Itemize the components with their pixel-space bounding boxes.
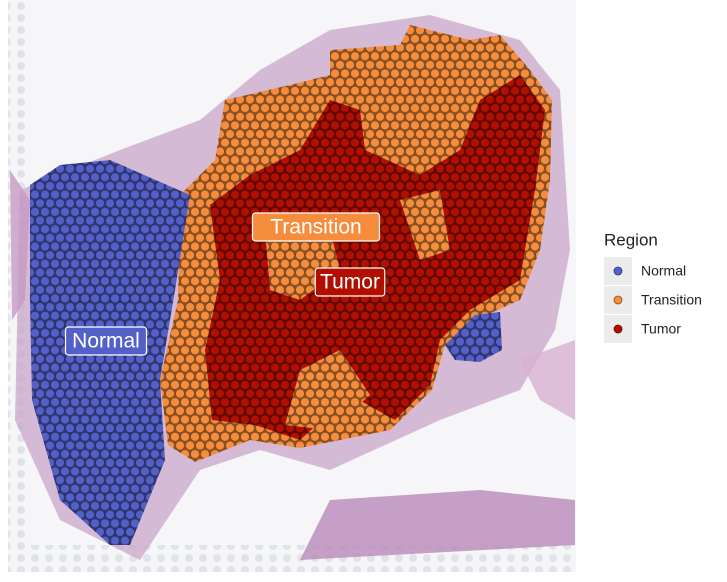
region-labels: Normal Transition Tumor: [64, 212, 386, 356]
legend-label: Normal: [641, 263, 686, 279]
spot-region: [205, 75, 545, 440]
legend-label: Tumor: [641, 321, 681, 337]
spot-region: [445, 312, 502, 362]
spot-region: [400, 190, 450, 260]
label-box: [64, 326, 148, 356]
legend-label: Transition: [641, 292, 702, 308]
legend-items: Normal Transition Tumor: [604, 257, 702, 343]
label-box: [314, 267, 386, 297]
legend: Region Normal Transition Tumor: [604, 230, 702, 343]
legend-key: [613, 324, 623, 334]
region-label: Transition: [270, 216, 361, 239]
region-label: Tumor: [320, 271, 380, 294]
spot-region: [285, 350, 370, 430]
legend-key: [613, 295, 623, 305]
region-label: Normal: [72, 330, 140, 353]
legend-title: Region: [604, 230, 658, 249]
label-box: [251, 212, 381, 242]
legend-key: [613, 266, 623, 276]
